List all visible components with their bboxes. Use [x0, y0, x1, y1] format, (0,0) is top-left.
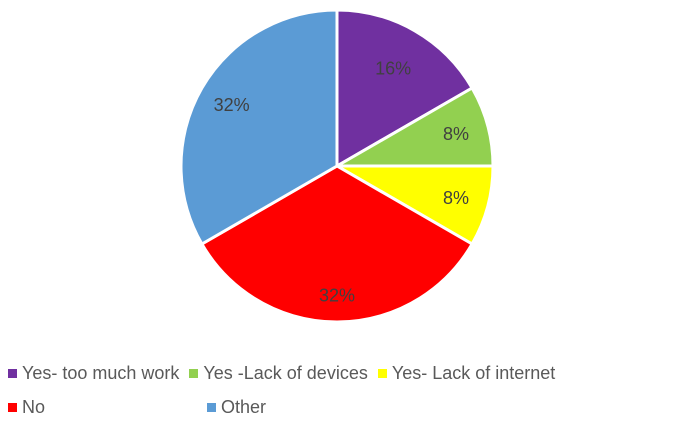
legend-swatch-red: [8, 402, 17, 412]
legend-label-too-much-work: Yes- too much work: [22, 362, 180, 383]
legend-swatch-blue: [207, 402, 216, 412]
data-label-too-much-work: 16%: [375, 59, 411, 79]
data-label-other: 32%: [214, 95, 250, 115]
pie-slice-too-much-work: [335, 8, 475, 169]
pie-slice-other: [179, 8, 339, 247]
legend-item-other: Other: [207, 394, 266, 420]
legend-swatch-yellow: [377, 368, 387, 378]
legend-label-lack-of-devices: Yes -Lack of devices: [203, 362, 368, 383]
legend: Yes- too much work Yes -Lack of devices …: [0, 357, 679, 427]
pie-chart: 16% 8% 8% 32% 32%: [179, 8, 495, 324]
data-label-lack-of-internet: 8%: [443, 188, 469, 208]
legend-item-lack-of-internet: Yes- Lack of internet: [377, 360, 556, 386]
legend-label-lack-of-internet: Yes- Lack of internet: [391, 362, 556, 383]
legend-swatch-green: [189, 368, 199, 378]
legend-item-no: No: [8, 394, 45, 420]
legend-item-too-much-work: Yes- too much work: [8, 360, 179, 386]
legend-label-other: Other: [221, 396, 267, 417]
data-label-no: 32%: [319, 285, 355, 305]
legend-label-no: No: [22, 396, 46, 417]
data-label-lack-of-devices: 8%: [443, 124, 469, 144]
legend-item-lack-of-devices: Yes -Lack of devices: [189, 360, 368, 386]
legend-swatch-purple: [8, 368, 17, 378]
